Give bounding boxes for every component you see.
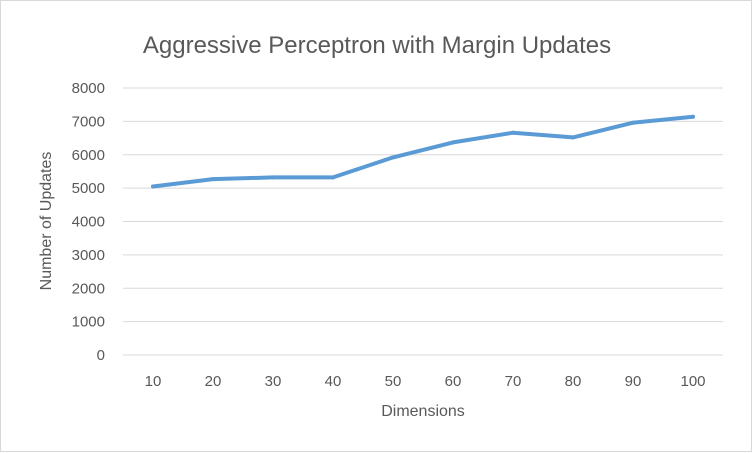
chart-title: Aggressive Perceptron with Margin Update… (143, 32, 611, 59)
y-axis-title: Number of Updates (38, 152, 55, 291)
x-tick-label: 10 (145, 373, 162, 390)
y-tick-label: 0 (97, 347, 105, 364)
y-tick-label: 4000 (72, 214, 105, 231)
x-tick-label: 100 (680, 373, 705, 390)
x-tick-label: 50 (385, 373, 402, 390)
data-point (451, 140, 455, 145)
x-tick-label: 90 (625, 373, 642, 390)
data-point (631, 120, 635, 125)
y-tick-label: 2000 (72, 280, 105, 297)
y-tick-label: 5000 (72, 180, 105, 197)
data-point (271, 175, 275, 180)
y-tick-label: 3000 (72, 247, 105, 264)
y-tick-label: 8000 (72, 80, 105, 97)
x-tick-label: 70 (505, 373, 522, 390)
series-layer (151, 114, 695, 189)
y-tick-label: 6000 (72, 147, 105, 164)
series-line (151, 114, 695, 189)
x-tick-label: 40 (325, 373, 342, 390)
data-point (691, 114, 695, 119)
y-tick-label: 7000 (72, 113, 105, 130)
data-point (151, 184, 155, 189)
data-point (331, 175, 335, 180)
data-point (571, 135, 575, 140)
data-point (511, 130, 515, 135)
data-point (391, 155, 395, 160)
x-axis-title: Dimensions (381, 403, 465, 420)
x-tick-label: 60 (445, 373, 462, 390)
x-axis-ticks: 10 20 30 40 50 60 70 80 90 100 (145, 373, 706, 390)
x-tick-label: 20 (205, 373, 222, 390)
data-point (211, 177, 215, 182)
x-tick-label: 80 (565, 373, 582, 390)
y-tick-label: 1000 (72, 314, 105, 331)
gridlines (123, 87, 723, 356)
x-tick-label: 30 (265, 373, 282, 390)
y-axis-ticks: 0 1000 2000 3000 4000 5000 6000 7000 8000 (72, 80, 105, 364)
